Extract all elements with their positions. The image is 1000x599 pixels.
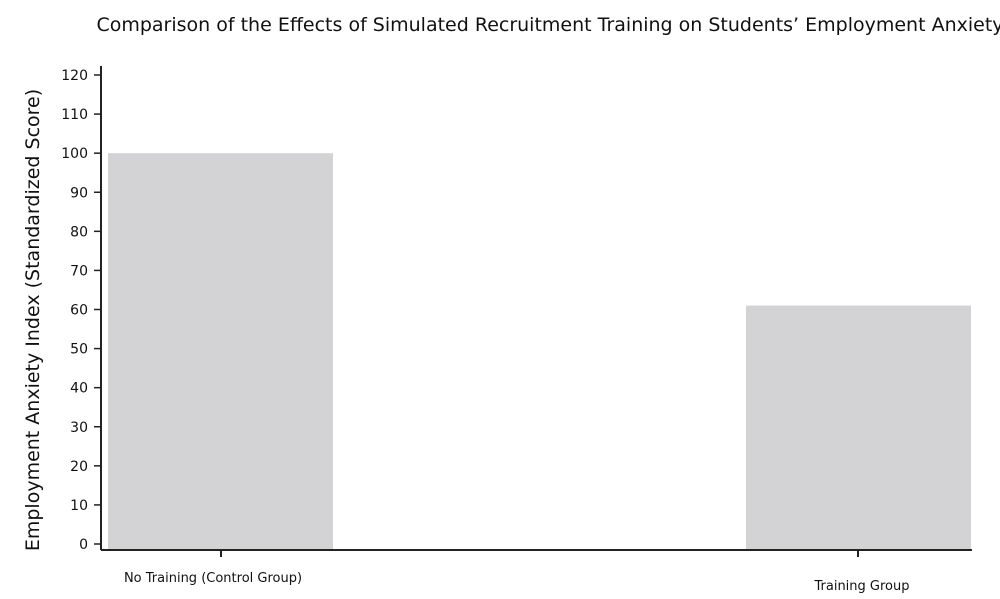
bar-1 — [108, 153, 333, 550]
y-tick-label: 50 — [70, 342, 88, 358]
bars-group — [108, 153, 971, 550]
y-tick-label: 80 — [70, 224, 88, 240]
y-tick-label: 90 — [70, 185, 88, 201]
y-tick-label: 20 — [70, 459, 88, 475]
x-ticks-group: No Training (Control Group) Training Grou… — [124, 550, 910, 594]
y-tick-label: 60 — [70, 303, 88, 319]
y-tick-label: 0 — [79, 537, 88, 553]
y-tick-label: 10 — [70, 498, 88, 514]
y-ticks-group: 0 10 20 30 40 50 60 70 80 90 100 110 120 — [61, 68, 101, 553]
bar-2 — [746, 305, 971, 550]
y-tick-label: 110 — [61, 107, 88, 123]
y-tick-label: 70 — [70, 263, 88, 279]
y-tick-label: 40 — [70, 381, 88, 397]
y-axis-label: Employment Anxiety Index (Standardized S… — [22, 89, 44, 551]
chart-title: Comparison of the Effects of Simulated R… — [96, 14, 1000, 36]
x-tick-label: Training Group — [813, 579, 909, 594]
axes-group — [100, 66, 972, 551]
y-tick-label: 120 — [61, 68, 88, 84]
x-tick-label: No Training (Control Group) — [124, 571, 302, 586]
y-tick-label: 100 — [61, 146, 88, 162]
y-tick-label: 30 — [70, 420, 88, 436]
